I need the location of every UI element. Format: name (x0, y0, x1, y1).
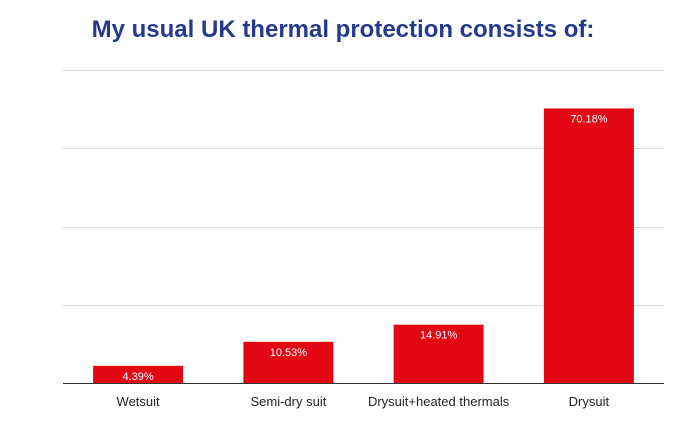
chart-title: My usual UK thermal protection consists … (91, 16, 595, 43)
bar-wetsuit (93, 365, 184, 383)
x-tick-labels: Wetsuit Semi-dry suit Drysuit+heated therm… (117, 394, 610, 409)
data-labels: 4.39% 10.53% 14.91% 70.18% (122, 113, 607, 382)
bar-drysuit-heated-thermals (393, 324, 484, 383)
bars (93, 108, 634, 384)
bar-semi-dry-suit (243, 341, 334, 383)
data-label: 4.39% (122, 371, 153, 383)
x-tick-label: Wetsuit (117, 394, 160, 409)
data-label: 14.91% (420, 330, 458, 342)
data-label: 70.18% (570, 113, 608, 125)
x-tick-label: Drysuit+heated thermals (368, 394, 510, 409)
x-tick-label: Semi-dry suit (250, 394, 326, 409)
bar-drysuit (543, 108, 634, 384)
x-tick-label: Drysuit (569, 394, 610, 409)
data-label: 10.53% (270, 347, 308, 359)
